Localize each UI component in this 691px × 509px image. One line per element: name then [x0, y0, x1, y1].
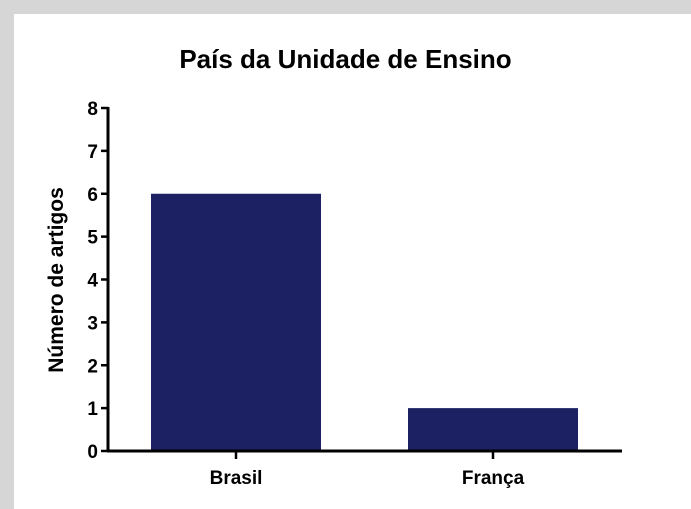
y-tick-label: 7 [87, 142, 98, 163]
x-category-label: França [462, 468, 525, 489]
y-tick-label: 6 [87, 185, 98, 206]
bar-frança [408, 408, 578, 451]
y-tick-label: 0 [87, 442, 98, 463]
y-tick-label: 8 [87, 99, 98, 120]
x-category-label: Brasil [210, 468, 263, 489]
chart-title: País da Unidade de Ensino [179, 44, 512, 74]
y-tick-label: 1 [87, 399, 98, 420]
y-tick-label: 4 [87, 271, 98, 292]
y-tick-label: 2 [87, 356, 98, 377]
y-tick-label: 5 [87, 228, 98, 249]
bar-brasil [151, 193, 321, 451]
y-axis: 0 1 2 3 4 5 6 7 8 [87, 99, 110, 463]
y-tick-label: 3 [87, 313, 98, 334]
y-axis-title: Número de artigos [45, 187, 68, 373]
chart-frame [14, 14, 691, 509]
bars-group [151, 193, 578, 451]
x-axis: Brasil França [107, 449, 622, 489]
